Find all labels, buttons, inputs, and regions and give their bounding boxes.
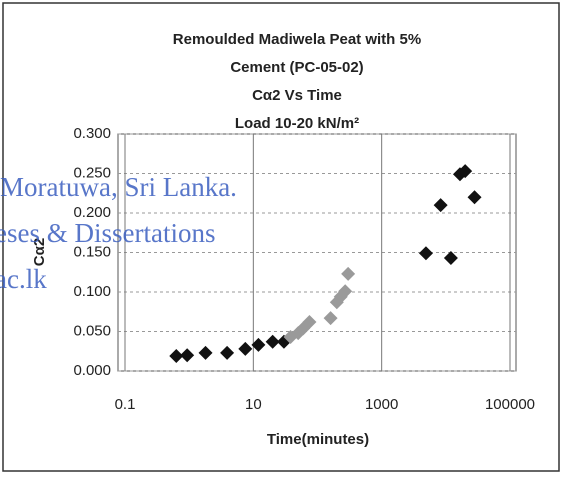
y-tick-label: 0.050	[73, 322, 111, 339]
point	[418, 246, 433, 261]
point	[443, 251, 458, 266]
point	[338, 284, 353, 299]
x-tick-label: 100000	[485, 396, 535, 413]
point	[198, 345, 213, 360]
y-tick-label: 0.300	[73, 125, 111, 142]
watermark: eses & Dissertations	[0, 218, 215, 248]
point	[265, 334, 280, 349]
point	[302, 315, 317, 330]
x-axis-label: Time(minutes)	[267, 431, 369, 448]
point	[180, 348, 195, 363]
point	[323, 311, 338, 326]
point	[251, 337, 266, 352]
chart-title: Cement (PC-05-02)	[230, 59, 363, 76]
y-axis-label: Cα2	[31, 238, 48, 266]
y-tick-label: 0.100	[73, 283, 111, 300]
x-tick-label: 10	[245, 396, 262, 413]
watermark: ac.lk	[0, 264, 47, 294]
x-tick-label: 1000	[365, 396, 398, 413]
x-tick-label: 0.1	[115, 396, 136, 413]
y-tick-label: 0.000	[73, 362, 111, 379]
point	[433, 198, 448, 213]
y-tick-label: 0.250	[73, 164, 111, 181]
y-tick-label: 0.200	[73, 204, 111, 221]
chart-title: Cα2 Vs Time	[252, 87, 342, 104]
watermark: Moratuwa, Sri Lanka.	[0, 172, 237, 202]
point	[341, 266, 356, 281]
y-tick-label: 0.150	[73, 243, 111, 260]
chart-title: Load 10-20 kN/m²	[235, 115, 359, 132]
point	[467, 190, 482, 205]
point	[238, 341, 253, 356]
point	[169, 348, 184, 363]
point	[220, 345, 235, 360]
chart-title: Remoulded Madiwela Peat with 5%	[173, 31, 421, 48]
point	[458, 164, 473, 179]
